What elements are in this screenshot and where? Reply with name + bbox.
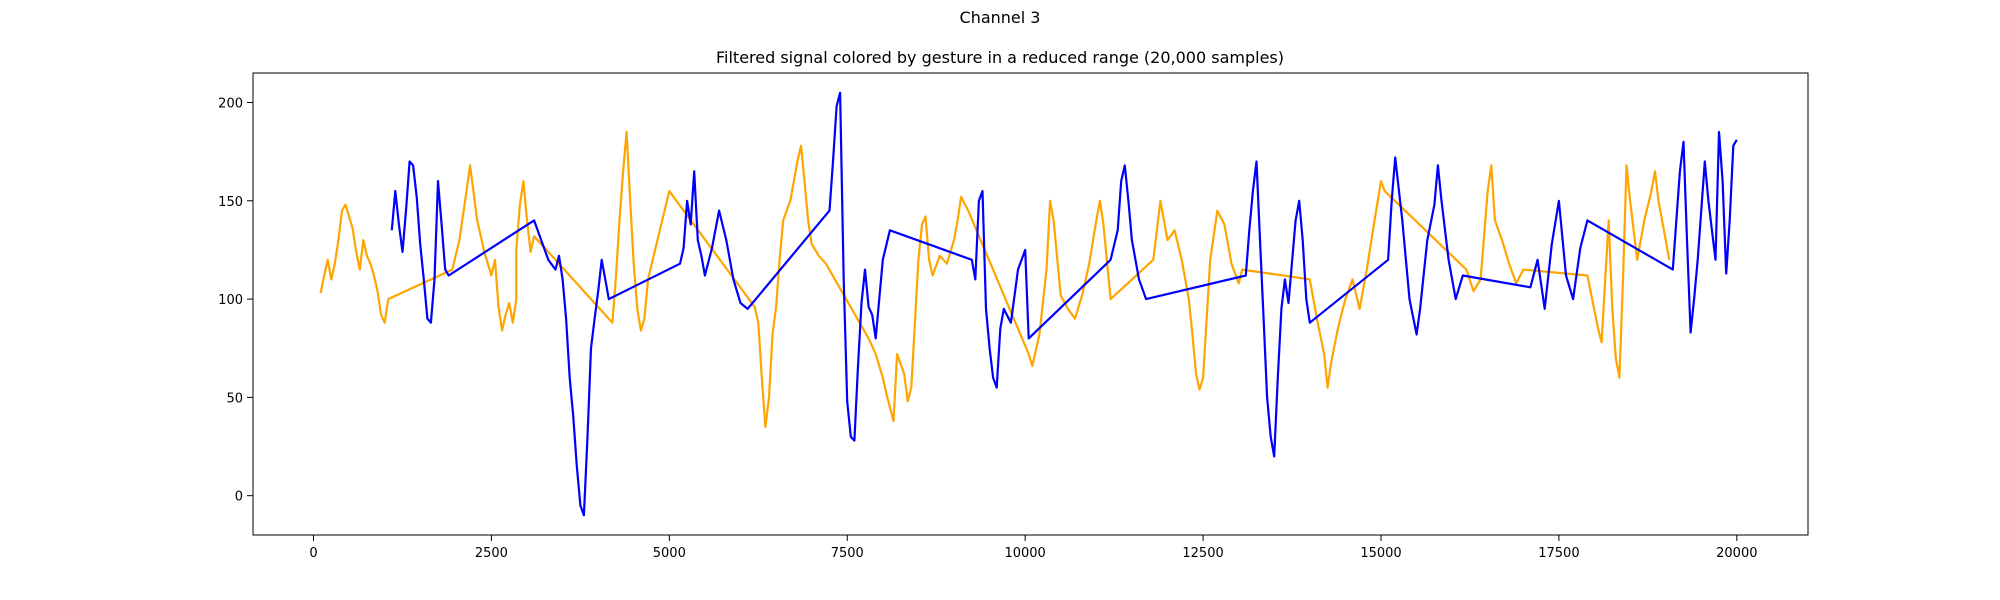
x-tick-label: 20000 <box>1716 546 1757 561</box>
y-tick-label: 50 <box>226 391 243 406</box>
y-tick-label: 200 <box>218 96 243 111</box>
y-tick-label: 150 <box>218 195 243 210</box>
series-line-0 <box>319 130 1671 428</box>
series-layer <box>319 91 1738 517</box>
x-tick-label: 17500 <box>1538 546 1579 561</box>
y-tick-label: 0 <box>235 490 243 505</box>
x-tick-label: 5000 <box>653 546 686 561</box>
x-tick-label: 10000 <box>1004 546 1045 561</box>
x-tick-label: 2500 <box>475 546 508 561</box>
x-tick-label: 7500 <box>831 546 864 561</box>
x-tick-label: 12500 <box>1182 546 1223 561</box>
series-line-1 <box>390 91 1738 517</box>
y-tick-label: 100 <box>218 293 243 308</box>
y-axis-ticks: 0 50 100 150 200 <box>218 96 253 505</box>
x-tick-label: 15000 <box>1360 546 1401 561</box>
x-tick-label: 0 <box>309 546 317 561</box>
x-axis-ticks: 0 2500 5000 7500 10000 12500 15000 17500 20000 <box>309 535 1758 561</box>
figure-suptitle: Channel 3 <box>959 8 1041 27</box>
chart-title: Filtered signal colored by gesture in a … <box>715 48 1284 67</box>
axes-frame <box>252 72 1809 536</box>
